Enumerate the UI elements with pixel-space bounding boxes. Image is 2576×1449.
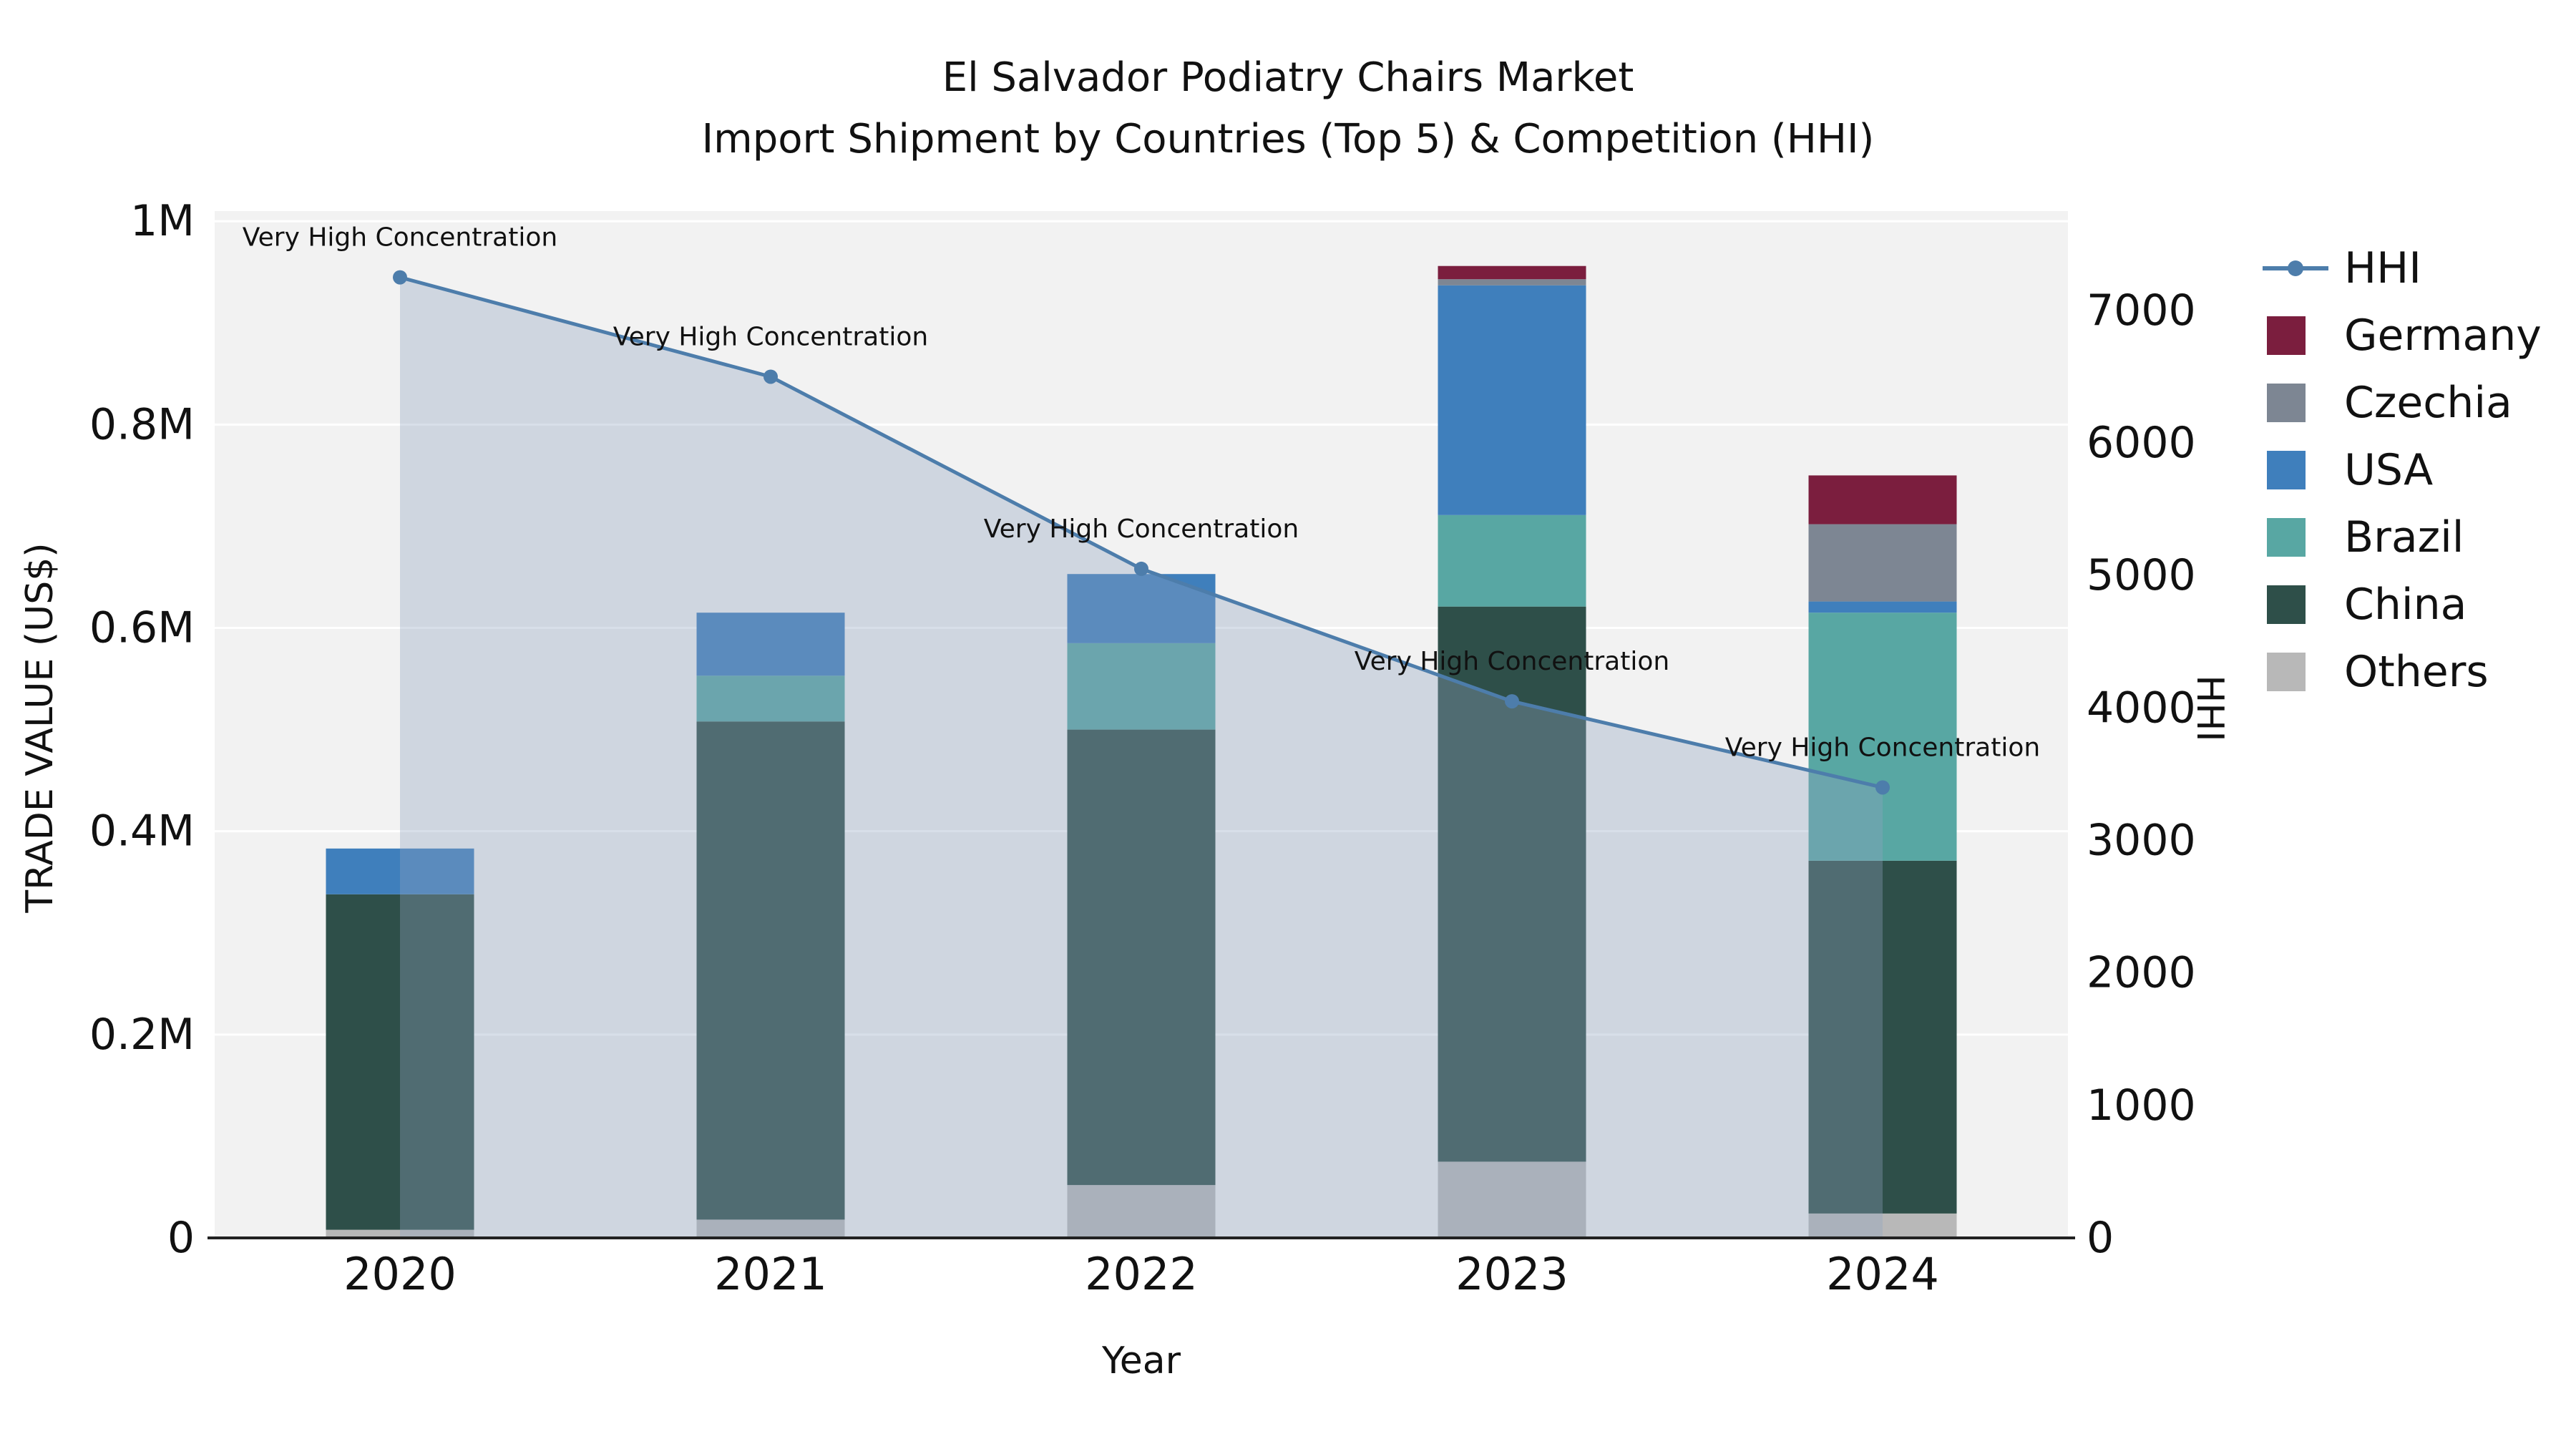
bar-segment-usa-2020 [326,848,474,894]
y-left-tick: 0.8M [89,399,195,449]
chart-title: El Salvador Podiatry Chairs Market Impor… [0,47,2576,170]
legend-swatch [2260,653,2331,691]
x-tick-2024: 2024 [1826,1248,1939,1300]
annotation-2021: Very High Concentration [613,322,928,351]
y-right-tick: 4000 [2087,683,2196,733]
y-right-tick: 0 [2087,1213,2114,1263]
chart-title-line2: Import Shipment by Countries (Top 5) & C… [701,116,1875,162]
y-axis-right-title: HHI [2188,675,2231,742]
legend-item-czechia[interactable]: Czechia [2260,369,2542,436]
legend-swatch [2260,585,2331,624]
bar-segment-others-2021 [696,1219,845,1238]
y-left-tick: 0 [167,1213,195,1263]
bar-segment-brazil-2024 [1808,613,1957,861]
legend-swatch-color [2267,518,2306,557]
y-left-tick: 0.4M [89,806,195,857]
legend: HHI Germany Czechia USA Brazil China Others [2260,235,2542,706]
legend-label: Germany [2344,311,2542,361]
bar-segment-brazil-2021 [696,675,845,722]
hhi-marker-2023 [1505,694,1519,709]
bar-segment-others-2022 [1067,1185,1216,1238]
bar-segment-czechia-2023 [1438,279,1586,286]
y-right-tick: 1000 [2087,1080,2196,1131]
bar-segment-germany-2024 [1808,475,1957,525]
hhi-marker-2021 [763,369,778,384]
annotation-2023: Very High Concentration [1355,647,1669,676]
bar-segment-usa-2021 [696,613,845,676]
hhi-marker-2020 [393,270,407,285]
legend-line-marker [2260,249,2331,288]
bar-segment-brazil-2022 [1067,643,1216,730]
bar-segment-czechia-2024 [1808,524,1957,602]
x-tick-2022: 2022 [1085,1248,1198,1300]
hhi-marker-2022 [1134,561,1148,576]
legend-label: HHI [2344,243,2421,293]
chart-title-line1: El Salvador Podiatry Chairs Market [942,54,1634,101]
legend-label: USA [2344,445,2434,495]
y-right-tick: 6000 [2087,418,2196,468]
legend-label: Brazil [2344,512,2464,562]
legend-swatch-color [2267,653,2306,691]
hhi-marker-2024 [1875,780,1890,795]
x-tick-2020: 2020 [343,1248,457,1300]
bar-segment-usa-2024 [1808,601,1957,613]
y-right-tick: 2000 [2087,948,2196,998]
bar-segment-usa-2023 [1438,285,1586,515]
legend-item-germany[interactable]: Germany [2260,302,2542,369]
legend-item-usa[interactable]: USA [2260,436,2542,504]
y-right-tick: 7000 [2087,286,2196,336]
legend-swatch [2260,518,2331,557]
y-right-tick: 3000 [2087,816,2196,866]
legend-swatch-color [2267,384,2306,422]
bar-segment-others-2024 [1808,1213,1957,1238]
bar-segment-others-2023 [1438,1161,1586,1238]
y-left-tick: 1M [130,196,195,246]
y-right-tick: 5000 [2087,550,2196,600]
legend-swatch [2260,451,2331,489]
legend-label: China [2344,580,2467,630]
bar-segment-china-2020 [326,894,474,1230]
bar-segment-china-2024 [1808,860,1957,1214]
hhi-area-fill [400,277,1883,1238]
legend-swatch-color [2267,316,2306,355]
bar-segment-china-2022 [1067,729,1216,1186]
legend-item-brazil[interactable]: Brazil [2260,504,2542,571]
legend-swatch-color [2267,451,2306,489]
x-tick-2023: 2023 [1455,1248,1568,1300]
bar-segment-others-2020 [326,1229,474,1238]
annotation-2020: Very High Concentration [243,223,557,253]
legend-label: Czechia [2344,378,2512,428]
y-left-tick: 0.2M [89,1010,195,1060]
legend-item-hhi[interactable]: HHI [2260,235,2542,302]
x-axis-title: Year [1101,1340,1181,1382]
annotation-2022: Very High Concentration [984,514,1299,544]
legend-swatch-color [2267,585,2306,624]
legend-swatch [2260,316,2331,355]
bar-segment-china-2021 [696,721,845,1220]
legend-item-china[interactable]: China [2260,571,2542,638]
legend-label: Others [2344,647,2489,697]
annotation-2024: Very High Concentration [1725,733,2040,762]
x-tick-2021: 2021 [714,1248,827,1300]
legend-item-others[interactable]: Others [2260,638,2542,706]
bar-segment-germany-2023 [1438,265,1586,280]
y-axis-left-title: TRADE VALUE (US$) [19,542,62,913]
legend-swatch [2260,384,2331,422]
y-left-tick: 0.6M [89,603,195,653]
bar-segment-brazil-2023 [1438,514,1586,607]
